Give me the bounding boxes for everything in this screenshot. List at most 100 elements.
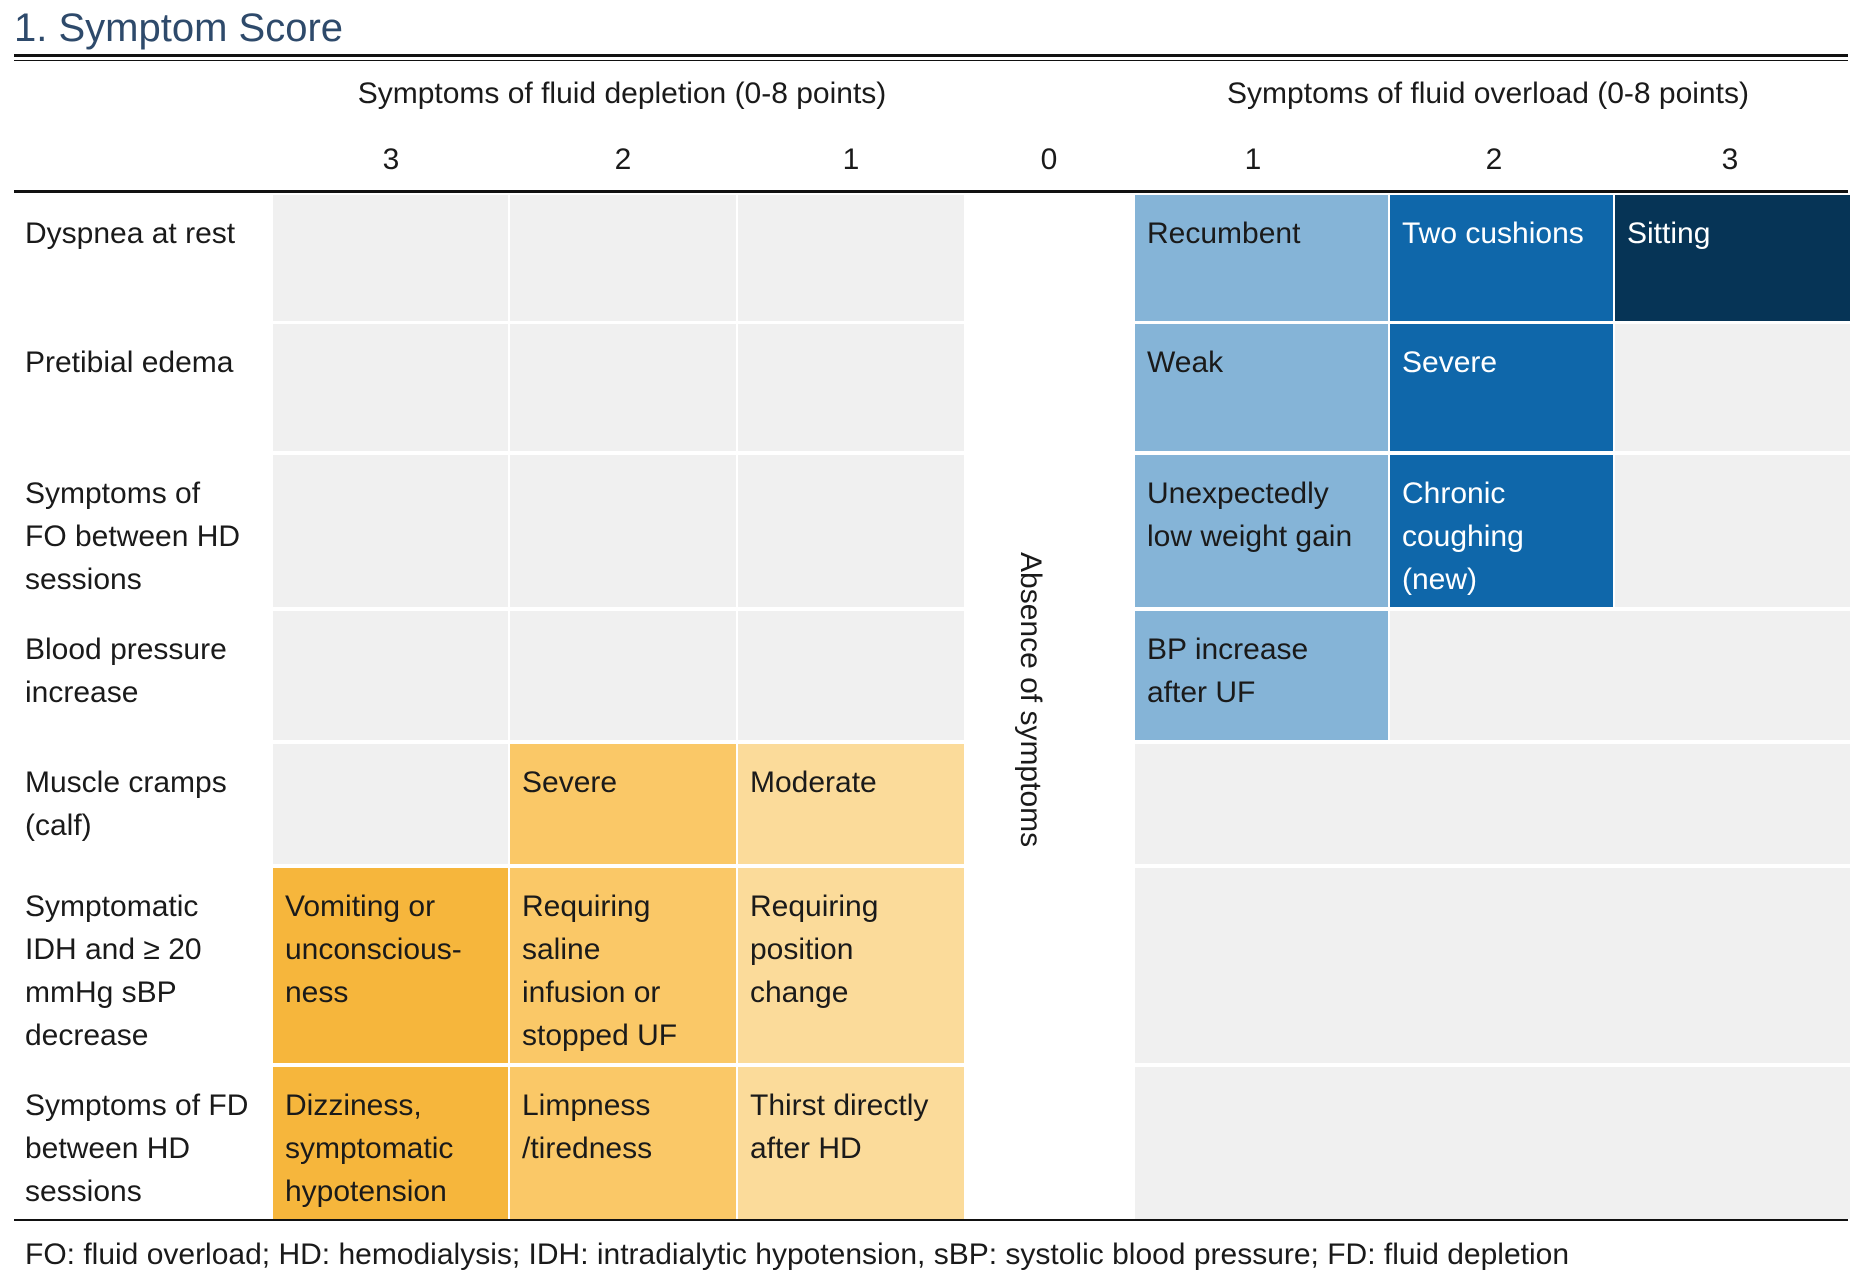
cell-text-line: Severe	[1402, 346, 1498, 379]
score-cell-overload-2: Chronic coughing (new)	[1390, 455, 1613, 607]
empty-cell-depletion-2	[510, 324, 736, 451]
score-cell-overload-1: Recumbent	[1135, 195, 1388, 321]
title-rule-thin	[14, 60, 1848, 61]
row-label: Pretibial edema	[25, 341, 275, 384]
score-cell-overload-3: Sitting	[1615, 195, 1850, 321]
score-header-overload-2: 2	[1485, 143, 1503, 176]
row-label-line: decrease	[25, 1019, 149, 1052]
score-cell-depletion-2: Severe	[510, 744, 736, 864]
empty-cell-depletion-2	[510, 611, 736, 740]
empty-cell-depletion-2	[510, 455, 736, 607]
empty-cell-overload	[1135, 744, 1850, 864]
score-cell-overload-1: Unexpectedly low weight gain	[1135, 455, 1388, 607]
cell-text-line: (new)	[1402, 563, 1478, 596]
cell-text-line: Chronic	[1402, 477, 1506, 510]
empty-cell-overload	[1135, 1067, 1850, 1219]
empty-cell-depletion-3	[273, 455, 508, 607]
row-label-line: Blood pressure	[25, 633, 227, 666]
score-header-depletion-2: 2	[614, 143, 632, 176]
row-label-line: mmHg sBP	[25, 976, 177, 1009]
cell-text-line: after HD	[750, 1132, 862, 1165]
row-label: Symptomatic IDH and ≥ 20 mmHg sBP decrease	[25, 885, 275, 1057]
cell-text-line: Vomiting or	[285, 890, 436, 923]
cell-text-line: change	[750, 976, 849, 1009]
empty-cell-depletion-3	[273, 195, 508, 321]
cell-text-line: Moderate	[750, 766, 877, 799]
empty-cell-depletion-3	[273, 324, 508, 451]
cell-text-line: hypotension	[285, 1175, 447, 1208]
row-label: Blood pressure increase	[25, 628, 275, 714]
score-cell-overload-1: BP increase after UF	[1135, 611, 1388, 740]
cell-text-line: position	[750, 933, 854, 966]
score-cell-overload-2: Severe	[1390, 324, 1613, 451]
row-label: Dyspnea at rest	[25, 212, 275, 255]
row-label-line: sessions	[25, 563, 142, 596]
absence-of-symptoms-label: Absence of symptoms	[1014, 552, 1047, 848]
score-header-depletion-1: 1	[842, 143, 860, 176]
empty-cell-depletion-1	[738, 455, 964, 607]
cell-text-line: /tiredness	[522, 1132, 653, 1165]
score-cell-depletion-3: Vomiting or unconscious-ness	[273, 868, 508, 1063]
cell-text-line: unconscious-	[285, 933, 462, 966]
empty-cell-overload	[1135, 868, 1850, 1063]
score-cell-depletion-3: Dizziness, symptomatic hypotension	[273, 1067, 508, 1219]
header-rule	[14, 190, 1848, 193]
row-label-line: IDH and ≥ 20	[25, 933, 202, 966]
page-title: 1. Symptom Score	[14, 6, 344, 50]
empty-cell-depletion-3	[273, 744, 508, 864]
score-cell-depletion-1: Moderate	[738, 744, 964, 864]
score-header-overload-3: 3	[1721, 143, 1739, 176]
cell-text-line: BP increase	[1147, 633, 1309, 666]
empty-cell-depletion-3	[273, 611, 508, 740]
cell-text-line: ness	[285, 976, 349, 1009]
score-cell-overload-2: Two cushions	[1390, 195, 1613, 321]
row-label: Muscle cramps (calf)	[25, 761, 275, 847]
overload-group-header: Symptoms of fluid overload (0-8 points)	[1227, 77, 1749, 110]
empty-cell-overload	[1615, 455, 1850, 607]
row-label-line: Symptoms of FD	[25, 1089, 249, 1122]
cell-text-line: low weight gain	[1147, 520, 1353, 553]
cell-text-line: Severe	[522, 766, 618, 799]
empty-cell-overload	[1615, 324, 1850, 451]
cell-text-line: stopped UF	[522, 1019, 678, 1052]
cell-text-line: Limpness	[522, 1089, 651, 1122]
cell-text-line: Sitting	[1627, 217, 1711, 250]
score-cell-depletion-1: Thirst directly after HD	[738, 1067, 964, 1219]
score-header-zero: 0	[1040, 143, 1058, 176]
cell-text-line: coughing	[1402, 520, 1524, 553]
title-rule-thick	[14, 54, 1848, 57]
row-label-line: FO between HD	[25, 520, 241, 553]
row-label: Symptoms of FD between HD sessions	[25, 1084, 275, 1213]
row-label-line: Symptomatic	[25, 890, 199, 923]
cell-text-line: Requiring	[522, 890, 651, 923]
row-label-line: (calf)	[25, 809, 92, 842]
cell-text-line: Weak	[1147, 346, 1224, 379]
score-cell-overload-1: Weak	[1135, 324, 1388, 451]
cell-text-line: Unexpectedly	[1147, 477, 1329, 510]
cell-text-line: saline	[522, 933, 601, 966]
cell-text-line: infusion or	[522, 976, 661, 1009]
row-label-line: between HD	[25, 1132, 191, 1165]
empty-cell-depletion-2	[510, 195, 736, 321]
score-cell-depletion-2: Limpness/tiredness	[510, 1067, 736, 1219]
score-header-overload-1: 1	[1244, 143, 1262, 176]
score-cell-depletion-2: Requiring saline infusion or stopped UF	[510, 868, 736, 1063]
cell-text-line: Recumbent	[1147, 217, 1301, 250]
row-label-line: sessions	[25, 1175, 142, 1208]
cell-text-line: Thirst directly	[750, 1089, 929, 1122]
row-label: Symptoms of FO between HD sessions	[25, 472, 275, 601]
cell-text-line: symptomatic	[285, 1132, 454, 1165]
row-label-line: Dyspnea at rest	[25, 217, 236, 250]
footnote: FO: fluid overload; HD: hemodialysis; ID…	[25, 1238, 1570, 1271]
cell-text-line: Two cushions	[1402, 217, 1584, 250]
empty-cell-depletion-1	[738, 195, 964, 321]
row-label-line: Symptoms of	[25, 477, 201, 510]
table-bottom-rule	[14, 1219, 1848, 1221]
cell-text-line: after UF	[1147, 676, 1256, 709]
score-header-depletion-3: 3	[382, 143, 400, 176]
score-cell-depletion-1: Requiring position change	[738, 868, 964, 1063]
cell-text-line: Requiring	[750, 890, 879, 923]
empty-cell-depletion-1	[738, 611, 964, 740]
depletion-group-header: Symptoms of fluid depletion (0-8 points)	[357, 77, 887, 110]
row-label-line: Muscle cramps	[25, 766, 227, 799]
